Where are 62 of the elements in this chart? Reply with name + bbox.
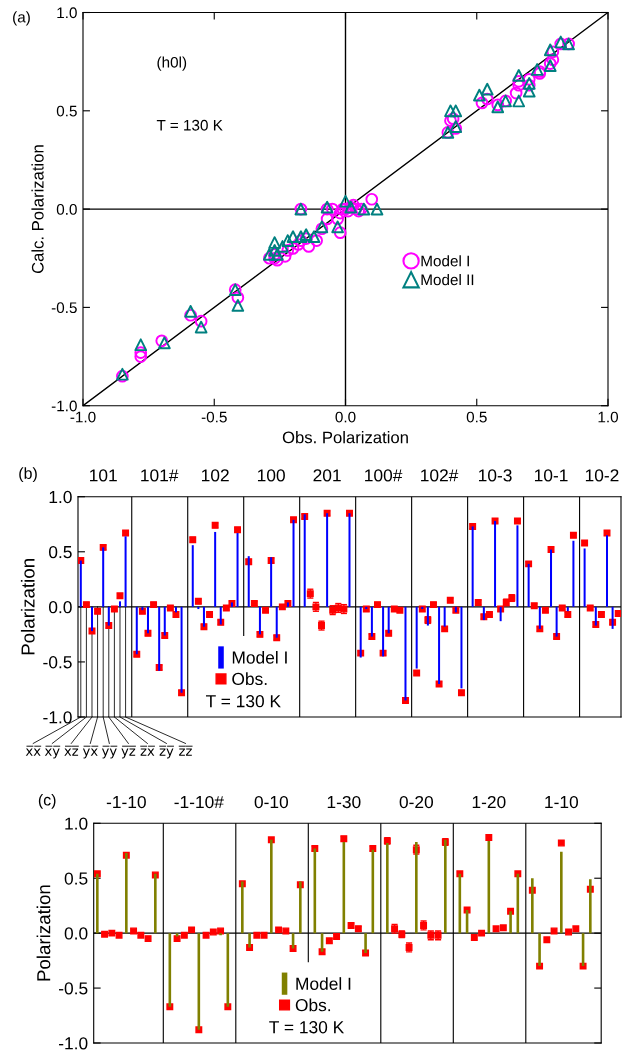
x-tick-label: 0.0: [335, 411, 356, 423]
text: y̅x̅: [82, 745, 99, 759]
text: 1-20: [472, 795, 506, 809]
x-tick-label: -0.5: [201, 411, 227, 423]
text: 201: [313, 469, 341, 482]
text: z̅y̅: [159, 745, 174, 759]
text: (a): [13, 11, 30, 26]
y-tick-label: -1.0: [59, 1037, 88, 1050]
legend-label: Model II: [421, 274, 474, 286]
text: 0-10: [254, 795, 289, 809]
y-axis-title: Polarization: [20, 559, 35, 655]
y-axis-title: Calc. Polarization: [31, 145, 44, 274]
legend-label: Model I: [296, 977, 351, 990]
text: 101#: [141, 469, 179, 482]
text: 10-3: [479, 469, 512, 482]
text: 102#: [421, 469, 459, 482]
text: y̅y̅: [101, 745, 118, 759]
text: x̅y̅: [44, 745, 61, 759]
text: 1-10: [545, 795, 579, 809]
y-tick-label: 1.0: [49, 490, 72, 504]
y-tick-label: 1.0: [57, 7, 77, 19]
y-tick-label: 0.5: [56, 105, 77, 117]
y-tick-label: -1.0: [43, 711, 72, 724]
y-tick-label: 0.0: [64, 927, 88, 940]
text: 10-2: [585, 469, 619, 482]
text: 10-1: [534, 469, 568, 482]
x-tick-label: 0.5: [466, 411, 487, 423]
text: (c): [38, 793, 56, 809]
text: 1-30: [327, 795, 361, 809]
text: x̅z̅: [64, 745, 79, 756]
y-tick-label: 0.0: [48, 601, 72, 614]
legend-label: Model I: [421, 255, 469, 267]
text: z̅z̅: [178, 745, 193, 756]
x-axis-title: Obs. Polarization: [282, 431, 408, 444]
text: 0-20: [399, 795, 434, 809]
y-tick-label: 1.0: [65, 817, 88, 830]
annotation: T = 130 K: [269, 1021, 345, 1034]
text: (b): [19, 467, 37, 483]
y-tick-label: 0.5: [64, 872, 88, 885]
text: x̅x̅: [25, 745, 42, 756]
text: z̅x̅: [140, 745, 155, 756]
y-tick-label: -0.5: [51, 302, 77, 314]
y-tick-label: -1.0: [51, 400, 77, 412]
y-tick-label: -0.5: [59, 982, 88, 995]
annotation: T = 130 K: [206, 695, 281, 708]
text: 100: [257, 469, 285, 482]
annotation: T = 130 K: [156, 119, 223, 131]
text: -1-10#: [174, 795, 224, 809]
legend-label: Obs.: [295, 998, 331, 1012]
text: y̅z̅: [121, 745, 136, 759]
y-tick-label: 0.5: [48, 545, 72, 559]
y-axis-title: Polarization: [36, 885, 51, 981]
annotation: (h0l): [157, 56, 187, 71]
legend-label: Model I: [232, 650, 287, 664]
y-tick-label: 0.0: [56, 203, 77, 215]
y-tick-label: -0.5: [43, 656, 72, 669]
text: 101: [90, 469, 117, 482]
text: 102: [201, 469, 229, 482]
text: 100#: [365, 469, 403, 482]
x-tick-label: 1.0: [598, 411, 619, 423]
text: -1-10: [106, 795, 146, 809]
legend-label: Obs.: [232, 672, 267, 686]
